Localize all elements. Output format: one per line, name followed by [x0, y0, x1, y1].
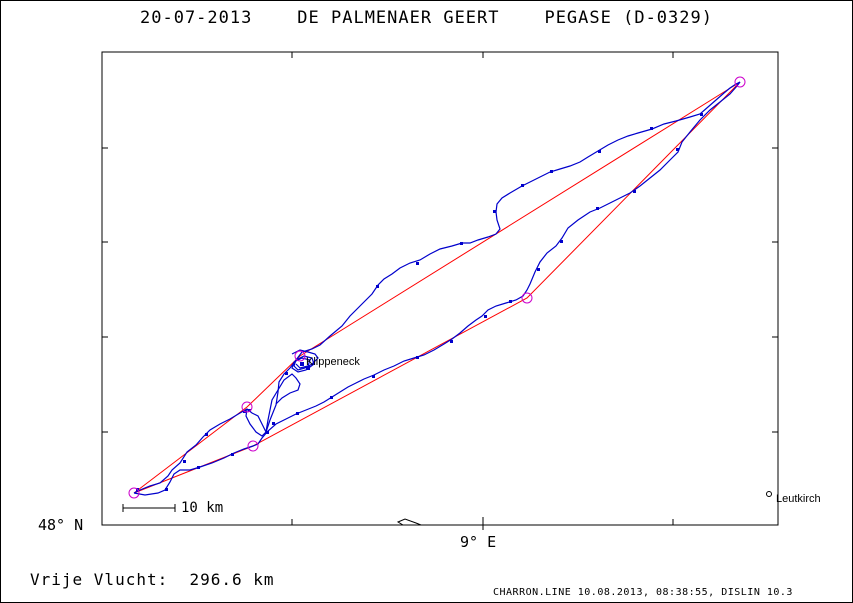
flight-track-thermals [291, 349, 319, 373]
flight-track [133, 81, 741, 496]
flight-track-detours [245, 373, 301, 437]
turnpoint-1 [241, 401, 253, 413]
lake-outline [396, 518, 422, 526]
left-axis-ticks [102, 147, 110, 526]
place-label-leutkirch: Leutkirch [776, 493, 821, 505]
turnpoint-5 [247, 440, 259, 452]
turnpoint-markers [128, 76, 746, 499]
flight-title: 20-07-2013 DE PALMENAER GEERT PEGASE (D-… [140, 8, 713, 28]
place-label-klippeneck: Klippeneck [306, 356, 360, 368]
top-axis-ticks [291, 52, 674, 58]
software-info: CHARRON.LINE 10.08.2013, 08:38:55, DISLI… [493, 587, 793, 598]
task-lines [133, 81, 741, 494]
bottom-axis-ticks [291, 517, 674, 530]
place-marker-leutkirch [766, 491, 772, 497]
map-frame [101, 51, 779, 526]
right-axis-ticks [772, 147, 778, 433]
latitude-label: 48° N [38, 516, 84, 534]
turnpoint-start [128, 487, 140, 499]
turnpoint-4 [521, 292, 533, 304]
scale-bar [122, 504, 176, 512]
distance-label: Vrije Vlucht: 296.6 km [30, 570, 275, 589]
turnpoint-3 [734, 76, 746, 88]
longitude-label: 9° E [460, 533, 497, 551]
scale-label: 10 km [181, 500, 224, 516]
turnpoint-2 [294, 350, 306, 362]
track-markers [136, 113, 703, 491]
